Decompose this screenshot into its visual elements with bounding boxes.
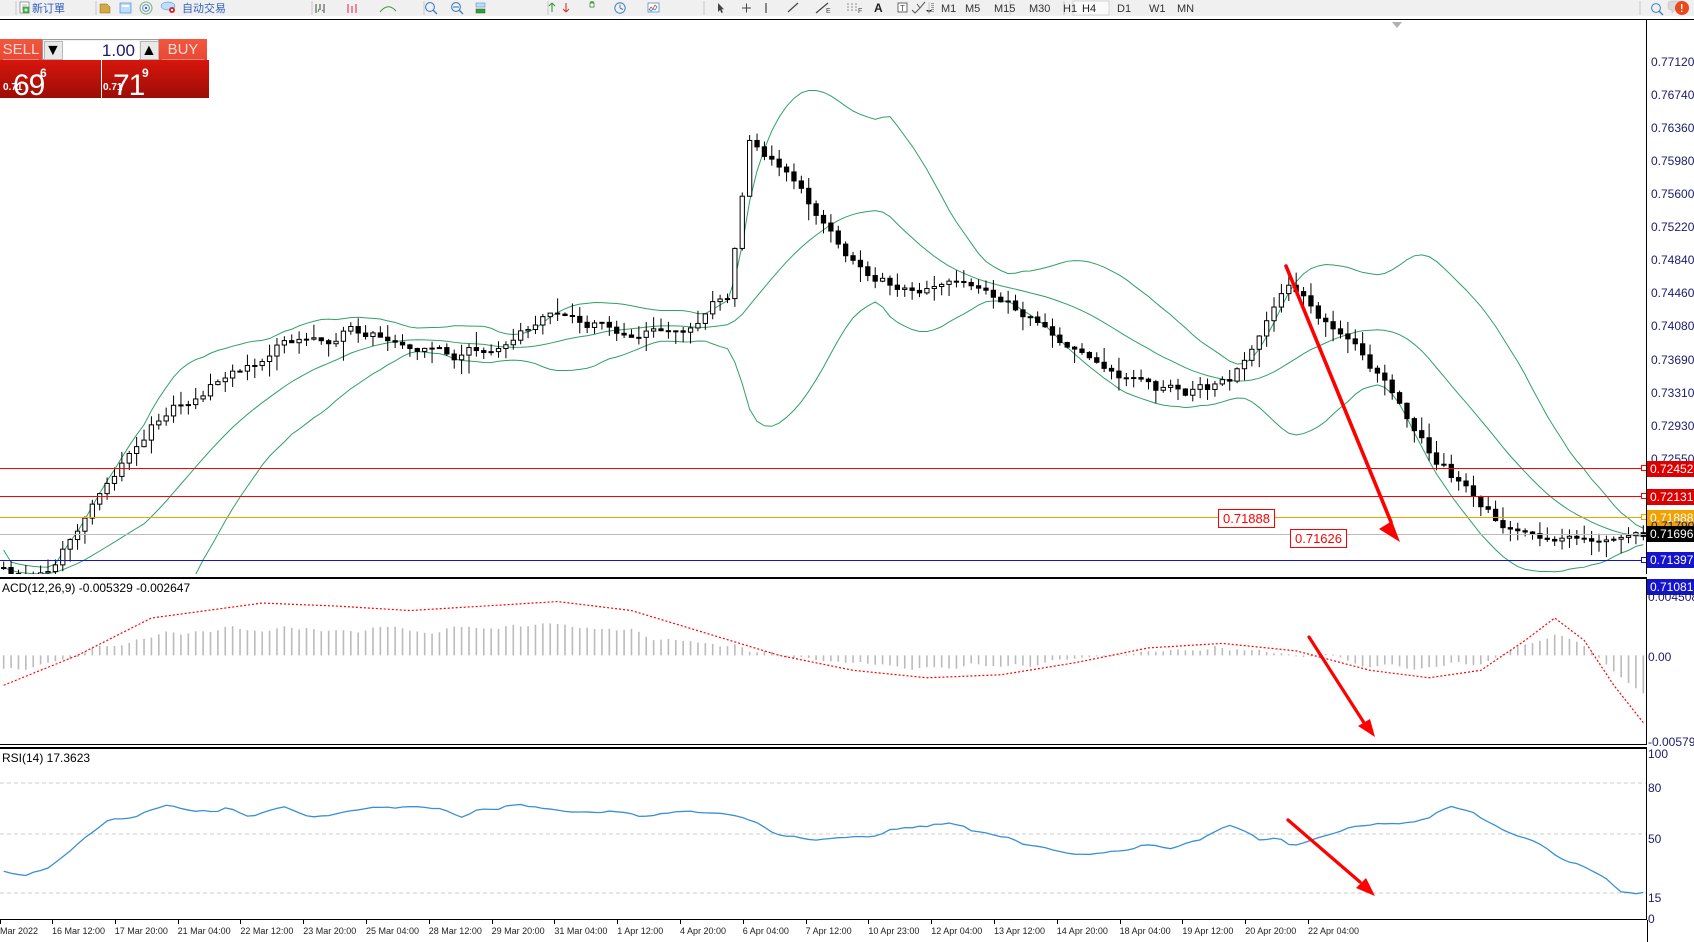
svg-text:A: A — [874, 1, 883, 15]
svg-text:M30: M30 — [1029, 3, 1050, 15]
svg-text:T: T — [900, 4, 905, 13]
svg-text:H4: H4 — [1082, 3, 1096, 15]
svg-text:F: F — [858, 8, 862, 15]
svg-text:M15: M15 — [994, 3, 1015, 15]
svg-text:自动交易: 自动交易 — [182, 1, 226, 15]
svg-text:E: E — [826, 8, 831, 15]
svg-text:W1: W1 — [1149, 3, 1166, 15]
svg-text:新订單: 新订單 — [32, 1, 65, 15]
svg-text:M5: M5 — [965, 3, 980, 15]
svg-text:H1: H1 — [1063, 3, 1077, 15]
svg-text:M1: M1 — [941, 3, 956, 15]
svg-text:D1: D1 — [1117, 3, 1131, 15]
svg-text:MN: MN — [1177, 3, 1194, 15]
